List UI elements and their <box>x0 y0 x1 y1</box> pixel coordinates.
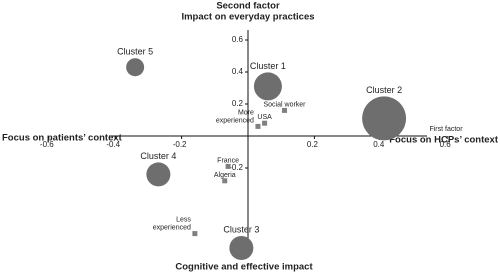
x-tick-label: 0.2 <box>307 140 319 149</box>
variable-label: Less experienced <box>153 216 192 231</box>
left-axis-title: Focus on patients’ context <box>2 133 123 144</box>
top-axis-subtitle: Impact on everyday practices <box>181 12 314 23</box>
cluster-label: Cluster 1 <box>250 61 286 71</box>
y-tick-label: 0.6 <box>232 35 244 44</box>
variable-point <box>225 163 231 169</box>
variable-point <box>192 231 198 237</box>
x-tick-label: 0.6 <box>440 140 452 149</box>
cluster-bubble <box>362 96 407 141</box>
y-tick-label: -0.2 <box>229 163 243 172</box>
cluster-bubble <box>253 72 282 101</box>
right-axis-title: Focus on HCPs’ context <box>389 135 499 146</box>
variable-label: France <box>217 157 239 164</box>
variable-label: USA <box>257 114 272 121</box>
cluster-bubble <box>126 58 145 77</box>
cluster-label: Cluster 4 <box>140 151 176 161</box>
x-tick-label: 0.4 <box>373 140 385 149</box>
cluster-label: Cluster 3 <box>223 224 259 234</box>
variable-point <box>255 123 261 129</box>
variable-point <box>282 107 288 113</box>
cluster-label: Cluster 5 <box>117 47 153 57</box>
variable-point <box>222 178 228 184</box>
y-tick-label: 0.4 <box>232 67 244 76</box>
variable-point <box>262 120 268 126</box>
x-tick-label: -0.4 <box>106 140 120 149</box>
x-tick-label: -0.6 <box>40 140 54 149</box>
variable-label: Algeria <box>214 172 236 179</box>
cluster-bubble <box>146 162 171 187</box>
bottom-axis-title: Cognitive and effective impact <box>175 262 313 273</box>
top-axis-title: Second factor <box>216 1 280 12</box>
cluster-bubble <box>229 236 254 260</box>
variable-label: Social worker <box>264 101 307 108</box>
cluster-label: Cluster 2 <box>366 85 402 95</box>
x-axis-name: First factor <box>429 126 463 133</box>
variable-label: More experienced <box>216 109 254 124</box>
x-tick-label: -0.2 <box>173 140 187 149</box>
y-tick-label: 0.2 <box>232 99 244 108</box>
